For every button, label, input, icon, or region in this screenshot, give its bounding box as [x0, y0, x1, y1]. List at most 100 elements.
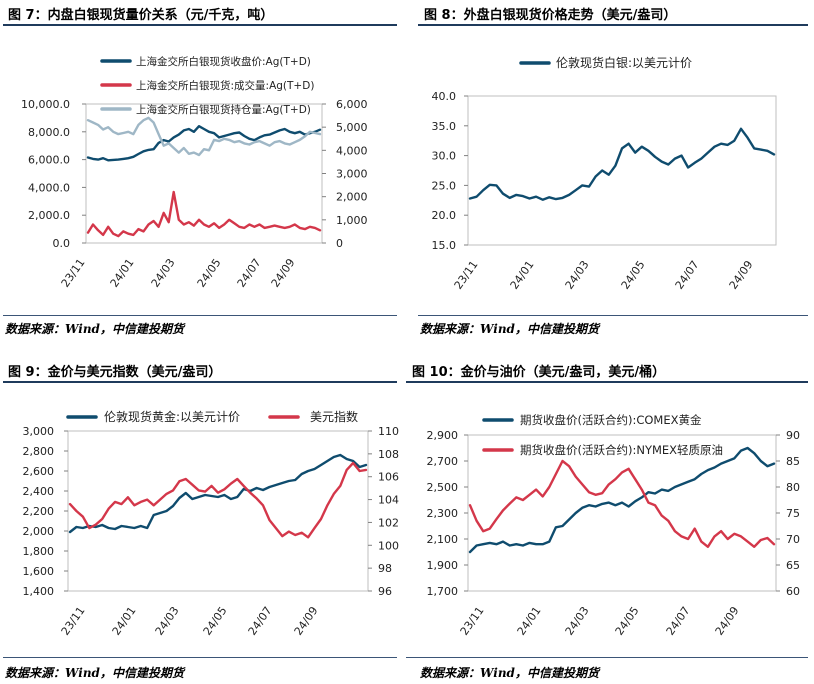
figure-7-title: 图 7：内盘白银现货量价关系（元/千克，吨） — [8, 8, 274, 23]
chart10-series-2-line — [468, 459, 776, 548]
chart8-ytick-label-left: 40.0 — [432, 90, 457, 103]
chart7-legend-label-2: 上海金交所白银现货:成交量:Ag(T+D) — [136, 79, 314, 92]
chart7-series-2-line — [86, 190, 322, 238]
figure-7-source: 数据来源：Wind，中信建投期货 — [5, 322, 184, 336]
chart8-ytick-label-left: 15.0 — [432, 239, 457, 252]
chart9-ytick-label-right: 106 — [378, 471, 399, 484]
chart10-ytick-label-right: 90 — [786, 429, 800, 442]
chart8-xtick-label: 24/01 — [508, 258, 537, 291]
chart10-ytick-label-left: 2,700 — [427, 455, 459, 468]
chart9-ytick-label-right: 102 — [378, 516, 399, 529]
figure-9-title: 图 9：金价与美元指数（美元/盎司） — [8, 365, 222, 380]
chart9-ytick-label-left: 2,600 — [23, 465, 55, 478]
chart10-ytick-label-left: 2,500 — [427, 481, 459, 494]
chart9-ytick-label-left: 2,400 — [23, 485, 55, 498]
chart10-ytick-label-right: 80 — [786, 481, 800, 494]
chart10-ytick-label-right: 85 — [786, 455, 800, 468]
chart9-ytick-label-right: 110 — [378, 425, 399, 438]
chart8-xtick-label: 23/11 — [452, 258, 481, 291]
chart9-ytick-label-left: 1,400 — [23, 585, 55, 598]
chart10-ytick-label-right: 75 — [786, 507, 800, 520]
chart9-ytick-label-left: 3,000 — [23, 425, 55, 438]
chart7-ytick-label-right: 5,000 — [336, 121, 368, 134]
chart10-plot-frame — [467, 434, 777, 592]
chart9-xtick-label: 24/03 — [153, 604, 182, 637]
chart10-xtick-label: 24/07 — [664, 604, 693, 637]
chart9-plot-frame — [67, 430, 369, 592]
chart10-xtick-label: 24/05 — [613, 604, 642, 637]
chart10-ytick-label-right: 60 — [786, 585, 800, 598]
chart9-ytick-label-right: 98 — [378, 562, 392, 575]
figure-9-source-rule — [3, 657, 397, 658]
figure-7-source-rule — [3, 315, 397, 316]
figure-10-source: 数据来源：Wind，中信建投期货 — [420, 666, 599, 680]
chart8-xtick-label: 24/05 — [619, 258, 648, 291]
chart8-ytick-label-left: 20.0 — [432, 209, 457, 222]
chart10-legend-label-2: 期货收盘价(活跃合约):NYMEX轻质原油 — [520, 443, 723, 457]
chart8-ytick-label-left: 35.0 — [432, 120, 457, 133]
chart9-legend-label-2: 美元指数 — [310, 409, 358, 424]
chart7-legend-label-1: 上海金交所白银现货收盘价:Ag(T+D) — [136, 55, 311, 68]
chart7-xtick-label: 24/05 — [195, 256, 224, 289]
chart8-ytick-label-left: 30.0 — [432, 150, 457, 163]
chart9-ytick-label-right: 100 — [378, 539, 399, 552]
chart7-ytick-label-right: 1,000 — [336, 214, 368, 227]
figure-9-source: 数据来源：Wind，中信建投期货 — [5, 666, 184, 680]
chart8-legend-label-1: 伦敦现货白银:以美元计价 — [556, 55, 692, 70]
chart9-xtick-label: 23/11 — [59, 604, 88, 637]
figure-10-title-rule — [406, 381, 808, 383]
figure-7-title-rule — [3, 24, 397, 26]
chart7-ytick-label-left: 0.0 — [53, 237, 71, 250]
chart7-plot-frame — [85, 103, 323, 244]
chart10-series-1-line — [468, 446, 776, 554]
chart7-series-1-line — [86, 124, 322, 162]
figure-8-source: 数据来源：Wind，中信建投期货 — [420, 322, 599, 336]
chart8-series-1-line — [468, 127, 776, 201]
chart10-ytick-label-left: 1,900 — [427, 559, 459, 572]
chart9-ytick-label-right: 104 — [378, 494, 399, 507]
chart8-xtick-label: 24/03 — [563, 258, 592, 291]
figure-8-title-rule — [418, 24, 808, 26]
chart10-ytick-label-left: 2,900 — [427, 429, 459, 442]
chart9-series-2-line — [68, 461, 368, 539]
chart8-plot-frame — [467, 95, 777, 246]
figure-8-title: 图 8：外盘白银现货价格走势（美元/盎司） — [424, 8, 677, 23]
chart7-ytick-label-right: 0 — [336, 237, 343, 250]
chart9-xtick-label: 24/09 — [292, 604, 321, 637]
figure-10-title: 图 10：金价与油价（美元/盎司，美元/桶） — [412, 365, 666, 380]
chart10-legend-label-1: 期货收盘价(活跃合约):COMEX黄金 — [520, 413, 702, 427]
figure-9-title-rule — [3, 381, 397, 383]
chart7-xtick-label: 24/01 — [108, 256, 137, 289]
chart8-xtick-label: 24/09 — [727, 258, 756, 291]
chart7-xtick-label: 24/09 — [269, 256, 298, 289]
chart7-ytick-label-right: 4,000 — [336, 144, 368, 157]
chart8-xtick-label: 24/07 — [673, 258, 702, 291]
chart9-ytick-label-left: 1,600 — [23, 565, 55, 578]
chart7-xtick-label: 24/07 — [235, 256, 264, 289]
chart7-series-3-line — [86, 116, 322, 157]
chart7-legend-label-3: 上海金交所白银现货持仓量:Ag(T+D) — [136, 103, 311, 116]
chart9-ytick-label-left: 2,200 — [23, 505, 55, 518]
chart10-ytick-label-left: 2,100 — [427, 533, 459, 546]
chart9-ytick-label-right: 108 — [378, 448, 399, 461]
figure-10-source-rule — [406, 657, 808, 658]
chart9-legend-label-1: 伦敦现货黄金:以美元计价 — [104, 409, 240, 424]
chart7-xtick-label: 24/03 — [149, 256, 178, 289]
chart9-ytick-label-left: 2,000 — [23, 525, 55, 538]
chart10-xtick-label: 23/11 — [458, 604, 487, 637]
chart7-ytick-label-left: 8,000.0 — [28, 126, 70, 139]
chart9-ytick-label-left: 1,800 — [23, 545, 55, 558]
chart10-xtick-label: 24/09 — [713, 604, 742, 637]
chart7-xtick-label: 23/11 — [59, 256, 88, 289]
chart7-ytick-label-right: 3,000 — [336, 168, 368, 181]
chart9-xtick-label: 24/07 — [246, 604, 275, 637]
chart10-xtick-label: 24/03 — [563, 604, 592, 637]
chart7-ytick-label-left: 10,000.0 — [21, 98, 70, 111]
chart10-ytick-label-left: 2,300 — [427, 507, 459, 520]
chart9-series-1-line — [68, 453, 368, 534]
chart9-ytick-label-left: 2,800 — [23, 445, 55, 458]
chart10-ytick-label-left: 1,700 — [427, 585, 459, 598]
chart7-ytick-label-left: 2,000.0 — [28, 209, 70, 222]
chart7-ytick-label-left: 6,000.0 — [28, 154, 70, 167]
